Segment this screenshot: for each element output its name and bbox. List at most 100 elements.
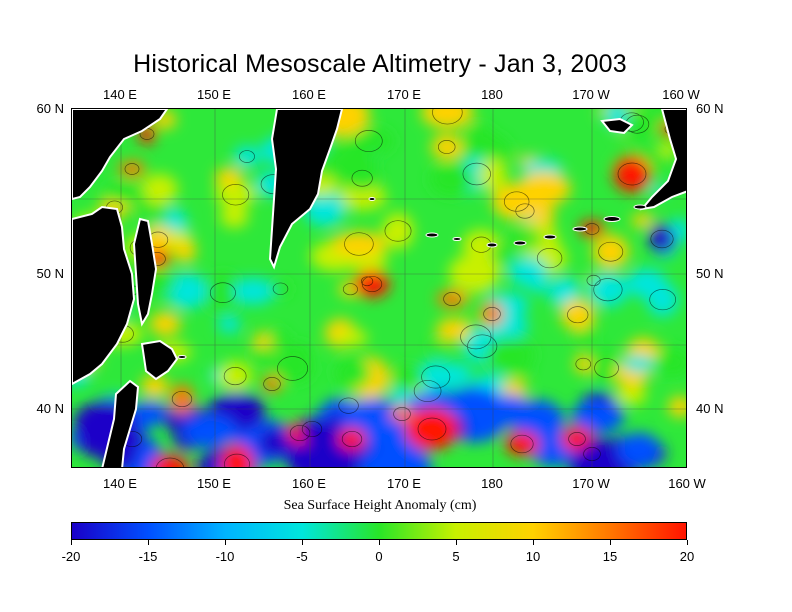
anomaly-blob (335, 329, 368, 347)
anomaly-blob (220, 204, 249, 228)
anomaly-blob (588, 272, 628, 307)
colorbar-tick-label: 20 (679, 549, 695, 564)
map-title: Historical Mesoscale Altimetry - Jan 3, … (133, 50, 627, 78)
contour-line (413, 380, 442, 402)
anomaly-blob (141, 374, 169, 398)
anomaly-blob (561, 426, 593, 452)
colorbar (71, 522, 687, 540)
anomaly-blob (174, 240, 196, 263)
anomaly-blob (140, 173, 178, 205)
anomaly-blob (118, 161, 146, 177)
colorbar-tick-label: -15 (138, 549, 158, 564)
contour-line (649, 289, 677, 311)
contour-line (361, 275, 383, 293)
colorbar-tick-mark (609, 540, 611, 545)
sea-surface-height-map-svg (72, 109, 686, 467)
contour-line (417, 417, 447, 441)
anomaly-blob (430, 337, 449, 359)
contour-line (277, 356, 309, 381)
contour-line (341, 430, 363, 448)
anomaly-blob (560, 299, 595, 331)
colorbar-tick-mark (224, 540, 226, 545)
colorbar-tick-label: 5 (452, 549, 460, 564)
colorbar-tick-label: -10 (215, 549, 235, 564)
contour-line (351, 169, 373, 187)
anomaly-blob (270, 354, 315, 383)
contour-line (224, 453, 250, 467)
lon-tick-bottom: 150 E (197, 476, 231, 491)
anomaly-blob (327, 144, 376, 184)
contour-line (263, 377, 281, 391)
contour-line (467, 334, 498, 359)
colorbar-label: Sea Surface Height Anomaly (cm) (283, 498, 477, 513)
anomaly-blob (429, 162, 474, 196)
contour-line (338, 397, 359, 414)
aleutian-islands (177, 197, 647, 359)
anomaly-blob (648, 223, 676, 255)
colorbar-tick-label: 10 (525, 549, 541, 564)
anomaly-blob (668, 396, 686, 418)
contour-line (443, 292, 461, 306)
contour-line (209, 282, 236, 303)
colorbar-tick-label: -20 (61, 549, 81, 564)
colorbar-tick-mark (70, 540, 72, 545)
lon-tick-bottom: 160 W (668, 476, 706, 491)
anomaly-blob (436, 290, 468, 308)
anomaly-blob (258, 428, 290, 457)
anomaly-blob (548, 277, 581, 308)
contour-line (462, 162, 491, 186)
sea-surface-height-map: C C A R (71, 108, 687, 468)
lon-tick-bottom: 160 E (292, 476, 326, 491)
anomaly-blob (405, 407, 459, 451)
lon-tick-top: 170 E (387, 87, 421, 102)
contour-line (593, 278, 623, 302)
contour-line (124, 163, 140, 175)
contour-line (598, 241, 624, 262)
colorbar-tick-mark (301, 540, 303, 545)
anomaly-blob (232, 278, 275, 305)
anomaly-blob (218, 315, 241, 333)
anomaly-blob (427, 109, 466, 129)
anomaly-blob (330, 231, 387, 257)
lon-tick-top: 140 E (103, 87, 137, 102)
anomaly-blob (485, 336, 535, 374)
anomaly-blob (262, 375, 282, 393)
anomaly-blob (269, 330, 290, 350)
colorbar-tick-mark (455, 540, 457, 545)
contour-line (344, 232, 374, 256)
contour-line (617, 162, 647, 186)
anomaly-blob (214, 182, 257, 207)
anomaly-blob (390, 406, 414, 422)
anomaly-blob (150, 454, 190, 467)
contour-line (360, 276, 374, 287)
anomaly-blob (571, 400, 625, 434)
anomaly-blob (622, 354, 655, 373)
contour-line (568, 432, 586, 446)
anomaly-blob (382, 212, 414, 250)
anomaly-blob (182, 414, 237, 448)
contour-line (594, 358, 619, 378)
anomaly-blob (149, 311, 181, 336)
anomaly-blob (653, 347, 686, 377)
anomaly-blob (574, 354, 593, 374)
anomaly-blob (220, 444, 254, 467)
lon-tick-top: 180 (481, 87, 503, 102)
anomaly-blob (217, 361, 253, 391)
anomaly-blob (528, 267, 549, 294)
lon-tick-bottom: 170 E (387, 476, 421, 491)
anomaly-blob (334, 356, 372, 390)
contour-line (222, 183, 250, 206)
lon-tick-top: 160 W (662, 87, 700, 102)
lon-tick-top: 150 E (197, 87, 231, 102)
colorbar-tick-label: 0 (375, 549, 383, 564)
colorbar-tick-mark (686, 540, 688, 545)
contour-line (223, 367, 247, 386)
contour-line (432, 109, 463, 125)
contour-line (483, 307, 501, 321)
contour-line (171, 390, 193, 408)
landmass (72, 109, 686, 467)
contour-line (342, 283, 358, 296)
lat-tick-right: 40 N (696, 401, 724, 416)
contour-line (575, 357, 592, 371)
anomaly-blob (631, 213, 655, 228)
